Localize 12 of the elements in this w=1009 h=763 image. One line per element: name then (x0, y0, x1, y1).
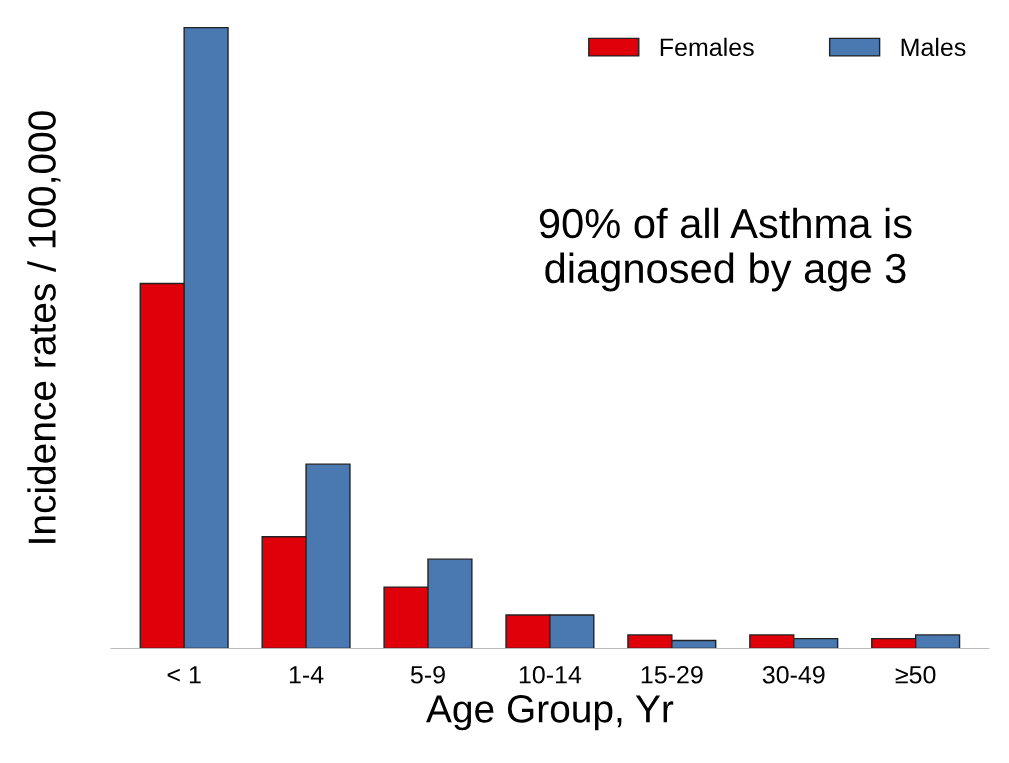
legend-label: Males (901, 37, 966, 57)
y-axis-title: Incidence rates / 100,000 (27, 111, 61, 543)
x-tick-label: < 1 (167, 666, 201, 684)
x-tick-label: 15-29 (641, 665, 703, 684)
legend-label: Females (660, 37, 754, 57)
x-axis-title: Age Group, Yr (426, 695, 674, 731)
x-tick-label: 10-14 (519, 665, 582, 684)
x-tick-label: 5-9 (410, 665, 445, 684)
x-tick-label: 1-4 (289, 666, 324, 684)
x-tick-label: 30-49 (762, 665, 825, 684)
annotation: 90% of all Asthma is diagnosed by age 3 (539, 207, 912, 292)
x-tick-label: ≥50 (895, 665, 936, 684)
